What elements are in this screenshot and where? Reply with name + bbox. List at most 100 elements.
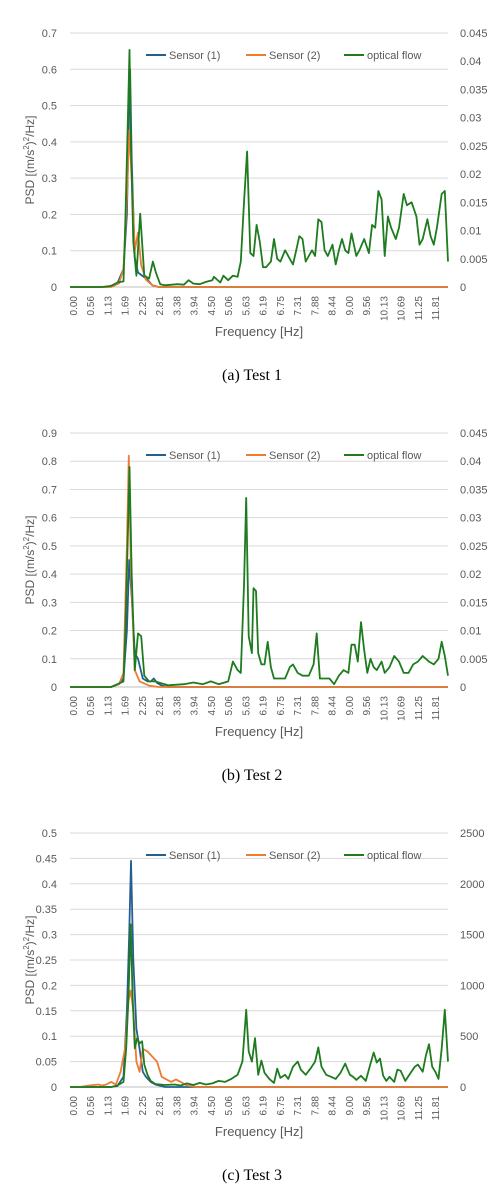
psd-chart-test-2: 0 0.1 0.2 0.3 0.4 0.5 0.6 0.7 0.8 0.9 0 0.005 0.01 0.… xyxy=(22,428,488,739)
x-tick-label: 6.19 xyxy=(259,1096,270,1116)
x-axis-label: Frequency [Hz] xyxy=(215,724,303,739)
y-left-tick-label: 0.35 xyxy=(36,904,57,916)
y-right-tick-label: 1500 xyxy=(460,930,484,942)
y-left-tick-label: 0.9 xyxy=(42,428,57,440)
x-tick-label: 8.44 xyxy=(328,1096,339,1116)
x-tick-label: 10.13 xyxy=(379,1096,390,1121)
x-tick-label: 2.25 xyxy=(138,696,149,716)
y-right-tick-label: 0.035 xyxy=(460,84,488,96)
x-tick-label: 0.00 xyxy=(69,696,80,716)
y-axis-label-part: /Hz] xyxy=(23,116,37,137)
y-axis-label: PSD [(m/s2)2/Hz] xyxy=(22,516,37,605)
legend-label: optical flow xyxy=(367,850,421,862)
y-right-tick-label: 0.025 xyxy=(460,541,488,553)
x-axis-label: Frequency [Hz] xyxy=(215,1124,303,1139)
caption-test-1: (a) Test 1 xyxy=(222,367,282,384)
x-tick-label: 10.69 xyxy=(397,296,408,321)
x-tick-label: 9.00 xyxy=(345,1096,356,1116)
y-left-tick-label: 0.6 xyxy=(42,64,57,76)
x-tick-label: 2.81 xyxy=(155,1096,166,1116)
x-tick-label: 1.69 xyxy=(121,296,132,316)
x-tick-label: 2.25 xyxy=(138,1096,149,1116)
series-line-sensor-2 xyxy=(70,989,448,1088)
x-tick-label: 3.38 xyxy=(172,1096,183,1116)
x-tick-label: 10.13 xyxy=(379,696,390,721)
y-left-tick-label: 0.15 xyxy=(36,1006,57,1018)
series-line-sensor-1 xyxy=(70,559,448,688)
y-right-tick-label: 0.02 xyxy=(460,569,481,581)
y-axis-label-part: ) xyxy=(23,141,37,145)
x-tick-label: 5.63 xyxy=(241,1096,252,1116)
y-axis-label-superscript: 2 xyxy=(22,136,31,141)
x-tick-label: 0.56 xyxy=(86,296,97,316)
y-axis-label-part: ) xyxy=(23,541,37,545)
y-right-tick-label: 0.01 xyxy=(460,626,481,638)
y-right-tick-label: 0.015 xyxy=(460,597,488,609)
x-tick-label: 10.13 xyxy=(379,296,390,321)
y-right-tick-label: 0.03 xyxy=(460,113,481,125)
x-tick-label: 1.13 xyxy=(103,1096,114,1116)
y-axis-label-part: PSD [(m/s xyxy=(23,950,37,1005)
y-axis-label: PSD [(m/s2)2/Hz] xyxy=(22,916,37,1005)
series-line-optical-flow xyxy=(70,923,449,1088)
y-right-tick-label: 0.015 xyxy=(460,197,488,209)
y-right-tick-label: 0.01 xyxy=(460,226,481,238)
y-left-tick-label: 0 xyxy=(51,282,57,294)
y-right-tick-label: 0.025 xyxy=(460,141,488,153)
y-axis-label-superscript: 2 xyxy=(22,936,31,941)
y-left-tick-label: 0.1 xyxy=(42,1031,57,1043)
y-left-tick-label: 0.3 xyxy=(42,930,57,942)
y-axis-label-part: /Hz] xyxy=(23,516,37,537)
psd-chart-test-1: 0 0.1 0.2 0.3 0.4 0.5 0.6 0.7 0 0.005 0.01 0.015 0.0… xyxy=(22,28,488,339)
chart-panel-test-3: 0 0.05 0.1 0.15 0.2 0.25 0.3 0.35 0.4 0.45 0.5 0 500… xyxy=(0,820,504,1200)
legend-label: optical flow xyxy=(367,450,421,462)
y-right-tick-label: 0 xyxy=(460,282,466,294)
x-tick-label: 2.81 xyxy=(155,296,166,316)
y-left-tick-label: 0.2 xyxy=(42,209,57,221)
legend-label: Sensor (2) xyxy=(269,450,320,462)
x-tick-label: 7.31 xyxy=(293,696,304,716)
x-tick-label: 3.94 xyxy=(190,696,201,716)
y-left-tick-label: 0.2 xyxy=(42,626,57,638)
y-left-tick-label: 0.25 xyxy=(36,955,57,967)
chart-panel-test-1: 0 0.1 0.2 0.3 0.4 0.5 0.6 0.7 0 0.005 0.01 0.015 0.0… xyxy=(0,20,504,400)
y-right-tick-label: 0 xyxy=(460,682,466,694)
y-left-tick-label: 0 xyxy=(51,682,57,694)
x-tick-label: 5.06 xyxy=(224,296,235,316)
x-tick-label: 3.38 xyxy=(172,296,183,316)
x-tick-label: 6.75 xyxy=(276,696,287,716)
y-right-tick-label: 0.005 xyxy=(460,654,488,666)
y-right-tick-label: 0.04 xyxy=(460,56,481,68)
x-tick-label: 0.56 xyxy=(86,696,97,716)
series-line-optical-flow xyxy=(70,49,449,288)
y-axis-label-superscript: 2 xyxy=(22,945,31,950)
legend-label: Sensor (1) xyxy=(169,450,220,462)
y-left-tick-label: 0 xyxy=(51,1082,57,1094)
x-tick-label: 11.25 xyxy=(414,1096,425,1121)
y-left-tick-label: 0.4 xyxy=(42,569,57,581)
legend-label: Sensor (2) xyxy=(269,850,320,862)
x-tick-label: 10.69 xyxy=(397,696,408,721)
y-right-tick-label: 0 xyxy=(460,1082,466,1094)
x-tick-label: 3.94 xyxy=(190,1096,201,1116)
legend-label: Sensor (2) xyxy=(269,50,320,62)
x-tick-label: 1.13 xyxy=(103,696,114,716)
x-tick-label: 0.00 xyxy=(69,296,80,316)
x-tick-label: 11.81 xyxy=(431,696,442,721)
x-tick-label: 8.44 xyxy=(328,696,339,716)
y-right-tick-label: 0.02 xyxy=(460,169,481,181)
y-right-tick-label: 500 xyxy=(460,1031,478,1043)
x-tick-label: 7.88 xyxy=(310,296,321,316)
y-right-tick-label: 0.035 xyxy=(460,484,488,496)
x-tick-label: 1.13 xyxy=(103,296,114,316)
y-left-tick-label: 0.4 xyxy=(42,137,57,149)
y-right-tick-label: 0.045 xyxy=(460,28,488,40)
x-tick-label: 6.19 xyxy=(259,696,270,716)
y-left-tick-label: 0.7 xyxy=(42,28,57,40)
x-tick-label: 5.63 xyxy=(241,696,252,716)
y-axis-label: PSD [(m/s2)2/Hz] xyxy=(22,116,37,205)
x-tick-label: 4.50 xyxy=(207,296,218,316)
x-tick-label: 1.69 xyxy=(121,696,132,716)
x-tick-label: 6.75 xyxy=(276,296,287,316)
x-tick-label: 5.06 xyxy=(224,1096,235,1116)
